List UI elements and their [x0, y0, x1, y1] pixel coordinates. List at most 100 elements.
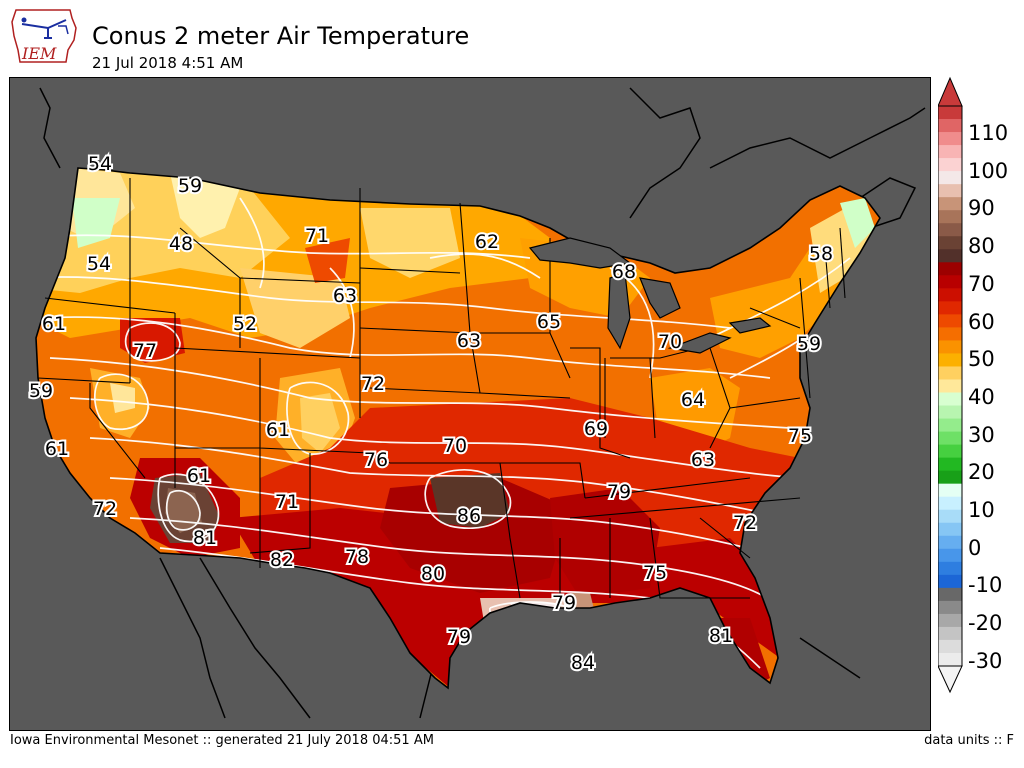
station-labels: 54 59 48 54 71 62 68 58 63 52 61 77 63 6…	[27, 151, 835, 676]
colorbar-swatch	[938, 210, 962, 224]
station-label: 65	[537, 311, 561, 333]
colorbar-swatch	[938, 132, 962, 146]
colorbar-swatch	[938, 509, 962, 524]
colorbar-tick-label: -20	[968, 611, 1003, 636]
colorbar-tick-label: 50	[968, 347, 995, 372]
colorbar-swatch	[938, 119, 962, 133]
colorbar-swatch	[938, 405, 962, 420]
colorbar	[938, 76, 963, 694]
station-label: 61	[45, 438, 69, 460]
station-label: 86	[457, 505, 481, 527]
station-label: 71	[275, 491, 299, 513]
map-subtitle: 21 Jul 2018 4:51 AM	[92, 54, 244, 72]
colorbar-arrow-bottom	[938, 665, 963, 694]
colorbar-tick-label: 30	[968, 422, 995, 447]
station-label: 52	[233, 313, 257, 335]
map-title: Conus 2 meter Air Temperature	[92, 22, 470, 50]
colorbar-swatch	[938, 535, 962, 550]
colorbar-swatch	[938, 366, 962, 381]
station-label: 48	[169, 233, 193, 255]
colorbar-tick-label: 60	[968, 309, 995, 334]
station-label: 59	[29, 380, 53, 402]
colorbar-swatch	[938, 288, 962, 302]
station-label: 61	[187, 465, 211, 487]
station-label: 59	[178, 175, 202, 197]
station-label: 78	[345, 546, 369, 568]
iem-logo: IEM	[8, 6, 80, 68]
station-label: 54	[87, 253, 111, 275]
colorbar-swatch	[938, 301, 962, 315]
colorbar-swatch	[938, 158, 962, 172]
colorbar-tick-label: 90	[968, 196, 995, 221]
station-label: 70	[658, 331, 682, 353]
colorbar-swatch	[938, 457, 962, 472]
colorbar-swatch	[938, 561, 962, 576]
colorbar-swatch	[938, 353, 962, 368]
colorbar-tick-label: -30	[968, 648, 1003, 673]
station-label: 82	[270, 549, 294, 571]
great-lakes	[528, 237, 772, 354]
colorbar-swatch	[938, 626, 962, 641]
colorbar-swatch	[938, 340, 962, 355]
station-label: 79	[552, 592, 576, 614]
colorbar-swatch	[938, 145, 962, 159]
colorbar-swatches	[938, 105, 963, 667]
station-label: 80	[421, 563, 445, 585]
station-label: 75	[788, 425, 812, 447]
colorbar-tick-label: 0	[968, 535, 982, 560]
colorbar-swatch	[938, 652, 962, 667]
colorbar-swatch	[938, 548, 962, 563]
colorbar-swatch	[938, 171, 962, 185]
temperature-field	[36, 168, 880, 688]
colorbar-swatch	[938, 106, 962, 120]
station-label: 63	[457, 330, 481, 352]
map-svg: 54 59 48 54 71 62 68 58 63 52 61 77 63 6…	[27, 87, 926, 719]
footer-credit: Iowa Environmental Mesonet :: generated …	[10, 733, 434, 748]
colorbar-swatch	[938, 574, 962, 589]
colorbar-swatch	[938, 249, 962, 263]
colorbar-swatch	[938, 496, 962, 511]
station-label: 54	[88, 153, 112, 175]
station-label: 62	[475, 231, 499, 253]
colorbar-tick-label: 10	[968, 498, 995, 522]
station-label: 69	[584, 418, 608, 440]
station-label: 71	[305, 225, 329, 247]
station-label: 70	[443, 435, 467, 457]
colorbar-tick-label: 20	[968, 460, 995, 485]
colorbar-swatch	[938, 275, 962, 289]
colorbar-swatch	[938, 600, 962, 615]
station-label: 79	[447, 626, 471, 648]
colorbar-tick-label: 70	[968, 271, 995, 296]
colorbar-swatch	[938, 444, 962, 459]
colorbar-swatch	[938, 327, 962, 342]
station-label: 77	[133, 340, 157, 362]
colorbar-swatch	[938, 314, 962, 328]
station-label: 72	[361, 373, 385, 395]
colorbar-tick-label: 80	[968, 234, 995, 259]
station-label: 68	[612, 261, 636, 283]
station-label: 79	[607, 481, 631, 503]
state-boundaries	[37, 178, 846, 608]
colorbar-swatch	[938, 184, 962, 198]
colorbar-swatch	[938, 197, 962, 211]
logo-text: IEM	[22, 44, 57, 63]
colorbar-swatch	[938, 379, 962, 394]
colorbar-swatch	[938, 470, 962, 485]
station-label: 59	[797, 333, 821, 355]
colorbar-arrow-top	[938, 76, 963, 107]
footer-units: data units :: F	[924, 733, 1014, 748]
station-label: 72	[93, 498, 117, 520]
colorbar-swatch	[938, 392, 962, 407]
station-label: 58	[809, 243, 833, 265]
colorbar-tick-label: 110	[968, 121, 1009, 145]
station-label: 63	[333, 285, 357, 307]
colorbar-tick-label: 100	[968, 158, 1009, 183]
colorbar-swatch	[938, 236, 962, 250]
station-label: 64	[681, 389, 705, 411]
station-label: 63	[691, 449, 715, 471]
station-label: 81	[193, 527, 217, 549]
colorbar-swatch	[938, 223, 962, 237]
colorbar-swatch	[938, 522, 962, 537]
station-label: 61	[42, 313, 66, 335]
colorbar-tick-label: 40	[968, 384, 995, 409]
